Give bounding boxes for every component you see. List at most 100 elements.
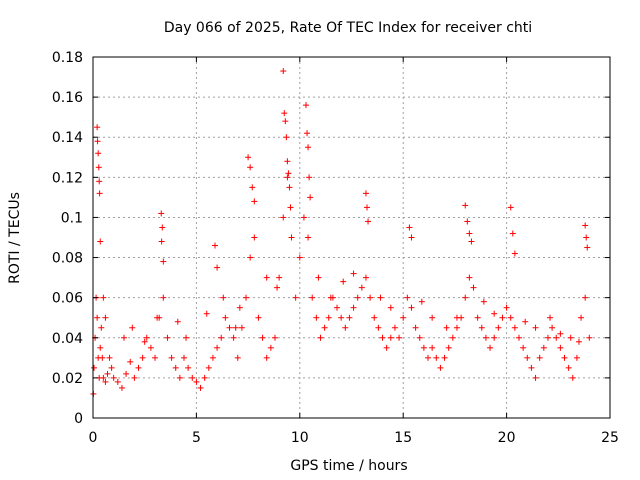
data-point [127, 358, 134, 365]
data-point [263, 354, 270, 361]
y-tick-label: 0 [74, 411, 83, 427]
x-axis-label: GPS time / hours [290, 458, 407, 474]
data-point [565, 364, 572, 371]
data-point [584, 244, 591, 251]
data-point [466, 230, 473, 237]
data-point [557, 344, 564, 351]
data-point [325, 314, 332, 321]
axis-ticks [92, 56, 611, 419]
data-point [305, 234, 312, 241]
data-point [96, 190, 103, 197]
data-point [247, 254, 254, 261]
data-point [201, 374, 208, 381]
data-point [141, 338, 148, 345]
data-point [164, 334, 171, 341]
data-point [509, 230, 516, 237]
data-point [400, 314, 407, 321]
data-point [121, 334, 128, 341]
data-point [367, 294, 374, 301]
data-point [118, 384, 125, 391]
data-point [176, 374, 183, 381]
data-point [362, 190, 369, 197]
data-point [94, 138, 101, 145]
data-point [387, 334, 394, 341]
data-point [100, 374, 107, 381]
data-point [491, 310, 498, 317]
data-point [480, 298, 487, 305]
data-point [284, 174, 291, 181]
x-tick-labels: 0 5 10 15 20 25 [89, 430, 619, 446]
data-point [408, 234, 415, 241]
data-point [364, 204, 371, 211]
data-point [404, 294, 411, 301]
data-point [362, 274, 369, 281]
data-point [306, 174, 313, 181]
data-point [408, 304, 415, 311]
data-point [377, 294, 384, 301]
data-point [108, 364, 115, 371]
data-point [212, 242, 219, 249]
x-tick-label: 20 [498, 430, 516, 446]
data-point [305, 144, 312, 151]
data-point [160, 258, 167, 265]
data-point [97, 238, 104, 245]
data-point [313, 314, 320, 321]
data-point [462, 202, 469, 209]
data-point [104, 370, 111, 377]
data-point [135, 364, 142, 371]
data-point [123, 370, 130, 377]
data-point [549, 324, 556, 331]
data-point [95, 150, 102, 157]
data-point [154, 314, 161, 321]
data-point [354, 294, 361, 301]
data-point [468, 238, 475, 245]
data-point [94, 124, 101, 131]
data-point [536, 354, 543, 361]
data-point [350, 270, 357, 277]
plot-frame [92, 56, 611, 419]
data-point [474, 314, 481, 321]
data-point [251, 198, 258, 205]
data-point [94, 314, 101, 321]
data-point [304, 130, 311, 137]
data-point [220, 294, 227, 301]
data-point [96, 178, 103, 185]
data-point [578, 314, 585, 321]
x-tick-label: 5 [192, 430, 201, 446]
data-point [567, 334, 574, 341]
data-point [470, 284, 477, 291]
data-point [282, 118, 289, 125]
data-points [90, 68, 593, 397]
data-point [288, 234, 295, 241]
data-point [466, 274, 473, 281]
data-point [511, 250, 518, 257]
data-point [214, 264, 221, 271]
data-point [226, 324, 233, 331]
data-point [321, 324, 328, 331]
data-point [575, 338, 582, 345]
data-point [453, 314, 460, 321]
data-point [507, 314, 514, 321]
data-point [532, 374, 539, 381]
data-point [236, 304, 243, 311]
x-tick-label: 0 [89, 430, 98, 446]
data-point [131, 374, 138, 381]
data-point [102, 314, 109, 321]
y-axis-label: ROTI / TECUs [7, 192, 23, 284]
data-point [218, 334, 225, 341]
data-point [532, 324, 539, 331]
data-point [433, 354, 440, 361]
data-point [251, 234, 258, 241]
data-point [412, 324, 419, 331]
data-point [259, 334, 266, 341]
data-point [522, 318, 529, 325]
data-point [139, 354, 146, 361]
data-point [174, 318, 181, 325]
data-point [553, 334, 560, 341]
data-point [358, 284, 365, 291]
data-point [281, 110, 288, 117]
x-tick-label: 10 [291, 430, 309, 446]
data-point [292, 294, 299, 301]
data-point [255, 314, 262, 321]
data-point [528, 364, 535, 371]
